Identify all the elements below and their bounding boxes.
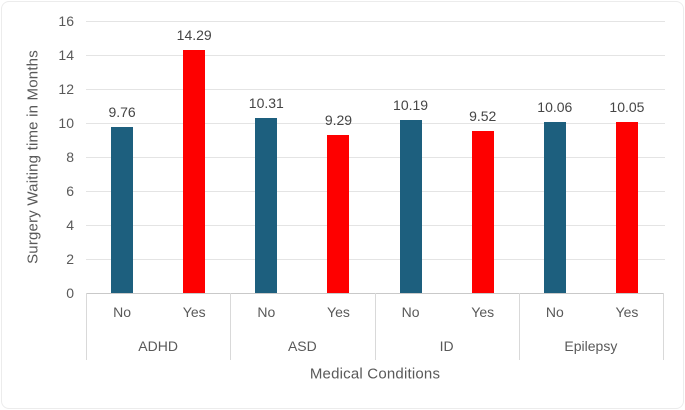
category-divider bbox=[518, 293, 520, 360]
bar-epilepsy-yes bbox=[615, 122, 638, 293]
data-label: 9.52 bbox=[469, 108, 497, 125]
y-tick-label: 16 bbox=[58, 13, 74, 29]
category-divider bbox=[230, 293, 232, 360]
bar-asd-no bbox=[255, 117, 278, 293]
bar-id-yes bbox=[471, 131, 494, 293]
category-divider bbox=[86, 293, 87, 360]
sub-category-label: No bbox=[545, 304, 564, 320]
gridline bbox=[86, 225, 665, 226]
y-tick-label: 6 bbox=[66, 183, 74, 199]
data-label: 10.06 bbox=[537, 98, 573, 115]
data-label: 14.29 bbox=[176, 27, 212, 44]
gridline bbox=[86, 89, 665, 90]
y-tick-label: 8 bbox=[66, 149, 74, 165]
gridline bbox=[86, 21, 665, 22]
category-label: ADHD bbox=[138, 338, 178, 354]
gridline bbox=[86, 55, 665, 56]
bar-adhd-no bbox=[111, 127, 134, 293]
sub-category-label: Yes bbox=[471, 304, 495, 320]
data-label: 10.31 bbox=[248, 94, 284, 111]
y-tick-label: 12 bbox=[58, 81, 74, 97]
y-tick-label: 0 bbox=[66, 285, 74, 301]
data-label: 10.19 bbox=[393, 96, 429, 113]
y-axis-title: Surgery Waiting time in Months bbox=[24, 50, 42, 264]
y-tick-label: 10 bbox=[58, 115, 74, 131]
sub-category-label: Yes bbox=[327, 304, 350, 320]
category-divider bbox=[374, 293, 376, 360]
category-label: ID bbox=[439, 338, 454, 354]
bar-id-no bbox=[399, 119, 422, 293]
category-label: ASD bbox=[287, 338, 317, 354]
category-label: Epilepsy bbox=[564, 338, 618, 354]
data-label: 9.29 bbox=[324, 112, 353, 129]
bar-adhd-yes bbox=[183, 50, 206, 293]
category-divider bbox=[663, 293, 664, 360]
y-tick-label: 4 bbox=[66, 217, 74, 233]
data-label: 9.76 bbox=[108, 104, 136, 121]
bar-epilepsy-no bbox=[543, 121, 566, 293]
data-label: 10.05 bbox=[609, 99, 645, 116]
sub-category-label: No bbox=[257, 304, 276, 320]
y-tick-label: 2 bbox=[66, 251, 74, 267]
gridline bbox=[86, 259, 665, 260]
bar-asd-yes bbox=[327, 135, 350, 293]
sub-category-label: Yes bbox=[182, 304, 206, 320]
gridline bbox=[86, 157, 665, 158]
gridline bbox=[86, 191, 665, 192]
sub-category-label: Yes bbox=[615, 304, 639, 320]
x-axis-title: Medical Conditions bbox=[309, 365, 441, 383]
gridline bbox=[86, 123, 665, 124]
sub-category-label: No bbox=[113, 304, 132, 320]
y-tick-label: 14 bbox=[58, 47, 74, 63]
sub-category-label: No bbox=[401, 304, 420, 320]
